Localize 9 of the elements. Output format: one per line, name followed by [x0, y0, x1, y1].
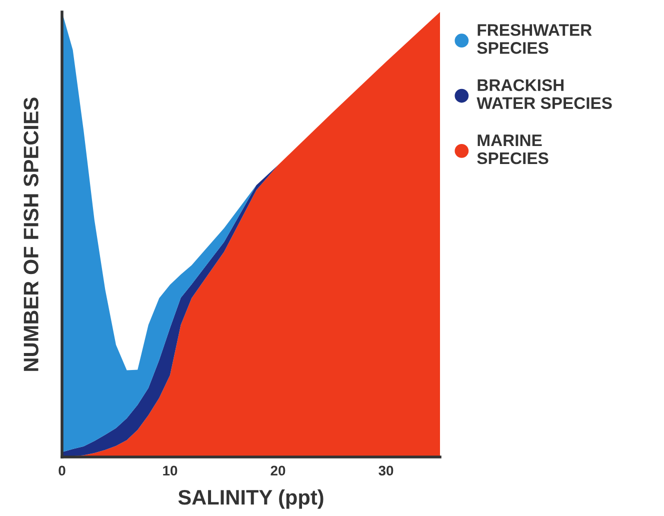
x-tick-label: 10: [163, 466, 178, 476]
x-tick-label: 0: [58, 466, 66, 476]
y-axis-title: NUMBER OF FISH SPECIES: [24, 98, 38, 371]
legend-label: BRACKISH WATER SPECIES: [476, 79, 612, 110]
legend-label: FRESHWATER SPECIES: [477, 24, 592, 54]
x-tick-label: 20: [270, 466, 286, 476]
x-axis-title: SALINITY (ppt): [178, 489, 324, 509]
x-tick-label: 30: [378, 466, 394, 476]
legend-label: MARINE SPECIES: [477, 134, 548, 164]
